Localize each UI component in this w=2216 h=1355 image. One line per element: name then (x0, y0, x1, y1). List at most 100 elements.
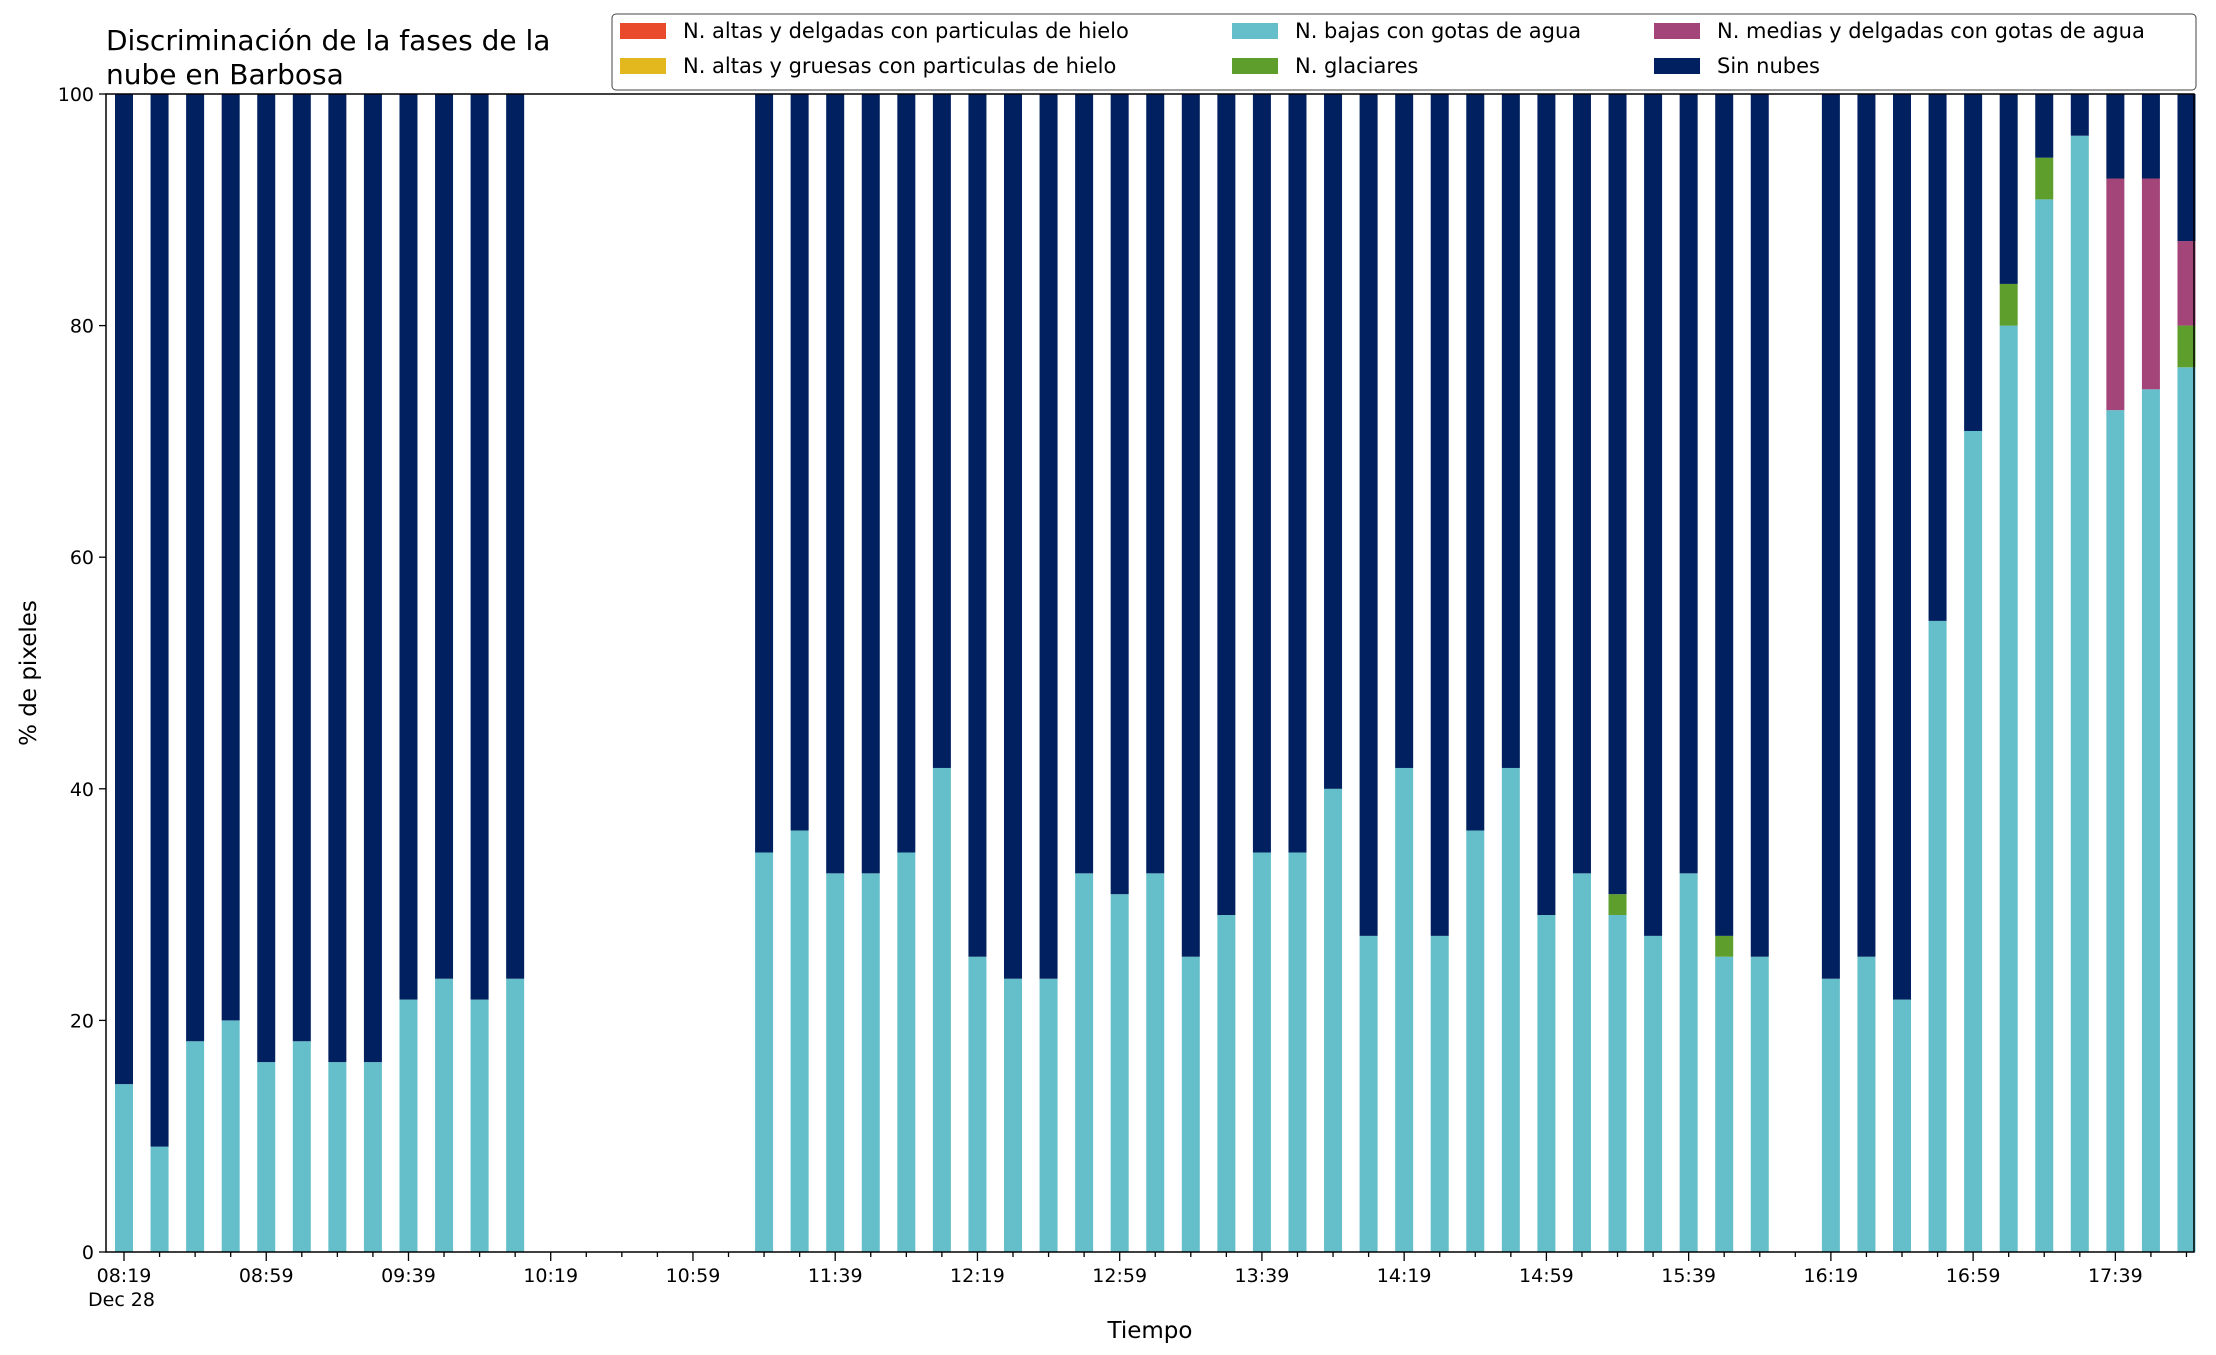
legend-label: N. bajas con gotas de agua (1295, 19, 1581, 43)
bar-segment-2-24 (968, 956, 987, 1252)
x-tick-label: 14:19 (1377, 1265, 1432, 1287)
y-tick-label: 20 (70, 1010, 94, 1032)
bar-segment-2-18 (755, 852, 774, 1252)
bar-segment-5-36 (1395, 94, 1414, 768)
x-tick-label: 16:59 (1946, 1265, 2001, 1287)
x-axis-ticks: 08:19 08:59 09:39 10:19 10:59 11:39 12:19 12:59… (97, 1252, 2188, 1287)
bar-segment-2-26 (1039, 978, 1058, 1252)
bar-segment-5-24 (968, 94, 987, 957)
bar-segment-2-35 (1359, 935, 1378, 1252)
bar-segment-2-34 (1324, 788, 1343, 1252)
bar-segment-2-32 (1252, 852, 1271, 1252)
bar-segment-2-58 (2177, 367, 2196, 1252)
bar-segment-2-23 (932, 767, 951, 1252)
bars-group (115, 94, 2196, 1253)
bar-segment-2-54 (2035, 199, 2054, 1252)
bar-segment-2-53 (1999, 325, 2018, 1253)
bar-segment-5-20 (826, 94, 845, 874)
bar-segment-2-40 (1537, 915, 1556, 1252)
bar-segment-2-2 (186, 1041, 205, 1252)
bar-segment-5-6 (328, 94, 347, 1063)
bar-segment-2-43 (1644, 935, 1663, 1252)
bar-segment-2-44 (1679, 873, 1698, 1252)
bar-segment-3-42 (1608, 894, 1627, 916)
bar-segment-2-51 (1928, 620, 1947, 1252)
bar-segment-2-1 (150, 1146, 169, 1252)
bar-segment-5-39 (1501, 94, 1520, 768)
legend-swatch (1232, 23, 1278, 39)
bar-segment-2-31 (1217, 915, 1236, 1252)
bar-segment-2-49 (1857, 956, 1876, 1252)
x-tick-label: 15:39 (1661, 1265, 1716, 1287)
bar-segment-5-21 (861, 94, 880, 874)
chart-title-line-2: nube en Barbosa (106, 58, 344, 91)
bar-segment-5-45 (1715, 94, 1734, 936)
bar-segment-2-27 (1075, 873, 1094, 1252)
bar-segment-5-18 (755, 94, 774, 853)
bar-segment-2-20 (826, 873, 845, 1252)
bar-segment-2-30 (1181, 956, 1200, 1252)
x-tick-label: 17:39 (2088, 1265, 2143, 1287)
x-tick-label: 08:59 (239, 1265, 294, 1287)
bar-segment-5-35 (1359, 94, 1378, 936)
y-tick-label: 0 (82, 1242, 94, 1264)
bar-segment-5-50 (1893, 94, 1911, 1000)
bar-segment-2-7 (363, 1062, 382, 1252)
bar-segment-2-21 (861, 873, 880, 1252)
bar-segment-5-4 (257, 94, 276, 1063)
bar-segment-5-37 (1430, 94, 1449, 936)
legend-swatch (1654, 23, 1700, 39)
bar-segment-5-11 (506, 94, 525, 979)
bar-segment-5-54 (2035, 94, 2054, 158)
bar-segment-5-19 (790, 94, 809, 831)
bar-segment-5-38 (1466, 94, 1485, 831)
legend-swatch (1654, 58, 1700, 74)
bar-segment-3-54 (2035, 157, 2054, 200)
bar-segment-2-38 (1466, 830, 1485, 1252)
bar-segment-2-4 (257, 1062, 276, 1252)
bar-segment-4-57 (2141, 178, 2160, 390)
bar-segment-5-5 (292, 94, 311, 1042)
bar-segment-2-11 (506, 978, 525, 1252)
bar-segment-5-28 (1110, 94, 1129, 895)
legend-label: N. altas y gruesas con particulas de hie… (683, 54, 1116, 78)
bar-segment-2-50 (1893, 999, 1911, 1252)
legend-box (611, 13, 2197, 91)
bar-segment-5-55 (2070, 94, 2089, 136)
bar-segment-2-25 (1004, 978, 1022, 1252)
bar-segment-2-22 (897, 852, 916, 1252)
bar-segment-2-37 (1430, 935, 1449, 1252)
bar-segment-5-22 (897, 94, 916, 853)
bar-segment-5-26 (1039, 94, 1058, 979)
bar-segment-5-49 (1857, 94, 1876, 957)
y-axis-title: % de pixeles (16, 600, 42, 746)
bar-segment-3-53 (1999, 283, 2018, 326)
bar-segment-2-33 (1288, 852, 1307, 1252)
bar-segment-5-40 (1537, 94, 1556, 916)
x-tick-label: 10:59 (666, 1265, 721, 1287)
bar-segment-2-46 (1750, 956, 1769, 1252)
bar-segment-2-48 (1821, 978, 1840, 1252)
bar-segment-2-6 (328, 1062, 347, 1252)
bar-segment-2-45 (1715, 956, 1734, 1252)
plot-frame (105, 93, 2195, 1253)
bar-segment-2-42 (1608, 915, 1627, 1252)
bar-segment-2-57 (2141, 389, 2160, 1252)
bar-segment-5-0 (115, 94, 133, 1085)
x-date-label: Dec 28 (88, 1289, 155, 1311)
bar-segment-5-2 (186, 94, 205, 1042)
bar-segment-2-28 (1110, 894, 1129, 1252)
bar-segment-4-58 (2177, 241, 2196, 326)
chart-title-line-1: Discriminación de la fases de la (106, 24, 550, 57)
legend-label: N. medias y delgadas con gotas de agua (1717, 19, 2145, 43)
bar-segment-5-7 (363, 94, 382, 1063)
y-tick-label: 40 (70, 779, 94, 801)
legend: N. altas y delgadas con particulas de hi… (611, 13, 2197, 91)
bar-segment-5-53 (1999, 94, 2018, 284)
legend-swatch (620, 23, 666, 39)
legend-swatch (1232, 58, 1278, 74)
bar-segment-2-5 (292, 1041, 311, 1252)
bar-segment-5-30 (1181, 94, 1200, 957)
bar-segment-3-45 (1715, 935, 1734, 957)
